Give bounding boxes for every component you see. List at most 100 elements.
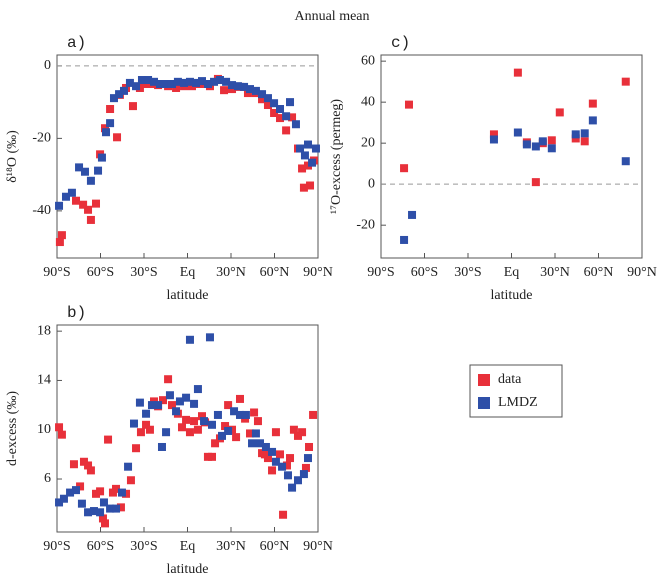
- marker: [308, 158, 317, 167]
- marker: [79, 457, 88, 466]
- marker: [235, 410, 244, 419]
- marker: [145, 425, 154, 434]
- marker: [228, 81, 237, 90]
- marker: [303, 161, 312, 170]
- marker: [198, 77, 206, 86]
- marker: [113, 133, 122, 142]
- marker: [251, 429, 260, 438]
- marker: [75, 163, 84, 172]
- marker: [117, 488, 126, 497]
- x-axis-label: latitude: [491, 288, 533, 303]
- marker: [222, 77, 231, 86]
- marker: [167, 80, 176, 88]
- marker: [76, 482, 85, 491]
- marker: [98, 514, 107, 523]
- marker: [119, 86, 128, 95]
- x-tick-label: 90°N: [627, 265, 657, 280]
- marker: [205, 333, 214, 342]
- marker: [271, 457, 280, 466]
- legend-label: data: [498, 372, 522, 387]
- marker: [230, 407, 239, 416]
- marker: [137, 76, 146, 85]
- marker: [296, 144, 305, 153]
- marker: [106, 119, 115, 128]
- marker: [250, 408, 259, 417]
- marker: [279, 510, 288, 519]
- marker: [306, 181, 315, 190]
- marker: [278, 462, 287, 471]
- marker: [55, 201, 64, 210]
- marker: [621, 77, 630, 86]
- marker: [282, 126, 291, 135]
- marker: [185, 77, 194, 86]
- panel-label: c): [391, 34, 410, 52]
- marker: [162, 428, 171, 437]
- y-axis-label: ¹⁷O-excess (permeg): [329, 99, 344, 215]
- marker: [200, 417, 209, 426]
- marker: [286, 98, 295, 107]
- marker: [167, 401, 176, 410]
- marker: [303, 454, 312, 463]
- marker: [175, 397, 184, 406]
- marker: [489, 130, 498, 139]
- marker: [283, 471, 292, 480]
- marker: [115, 90, 124, 99]
- marker: [128, 102, 137, 111]
- x-tick-label: 90°N: [303, 539, 333, 554]
- marker: [177, 423, 186, 432]
- x-tick-label: Eq: [180, 265, 196, 280]
- marker: [69, 460, 78, 469]
- y-tick-label: -40: [32, 203, 51, 218]
- x-tick-label: 30°N: [216, 265, 246, 280]
- marker: [213, 410, 222, 419]
- marker: [67, 188, 76, 197]
- marker: [211, 439, 220, 448]
- marker: [303, 140, 312, 149]
- marker: [580, 137, 589, 146]
- marker: [276, 450, 285, 459]
- marker: [221, 422, 230, 431]
- marker: [258, 95, 267, 104]
- marker: [271, 428, 280, 437]
- marker: [122, 489, 131, 498]
- marker: [408, 210, 417, 219]
- x-tick-label: 30°S: [130, 265, 157, 280]
- marker: [125, 78, 134, 87]
- marker: [241, 410, 250, 419]
- marker: [268, 447, 277, 456]
- marker: [248, 439, 257, 448]
- x-tick-label: Eq: [180, 539, 196, 554]
- marker: [210, 77, 219, 86]
- marker: [301, 463, 310, 472]
- x-tick-label: 30°S: [454, 265, 481, 280]
- marker: [299, 183, 308, 192]
- marker: [400, 235, 409, 244]
- x-tick-label: 30°S: [130, 539, 157, 554]
- marker: [94, 166, 103, 175]
- marker: [135, 398, 144, 407]
- marker: [240, 82, 249, 91]
- marker: [86, 466, 95, 475]
- marker: [172, 407, 181, 416]
- marker: [193, 385, 202, 394]
- panel-label: b): [67, 304, 86, 322]
- marker: [404, 100, 413, 109]
- marker: [55, 498, 64, 507]
- x-tick-label: 30°N: [216, 539, 246, 554]
- marker: [513, 128, 522, 137]
- marker: [112, 504, 121, 513]
- y-tick-label: 0: [368, 176, 375, 191]
- marker: [224, 426, 233, 435]
- x-tick-label: 90°N: [303, 265, 333, 280]
- x-tick-label: 60°N: [260, 265, 290, 280]
- marker: [311, 144, 320, 153]
- legend-swatch: [478, 374, 490, 386]
- marker: [220, 86, 229, 95]
- marker: [215, 76, 224, 85]
- marker: [77, 499, 86, 508]
- marker: [59, 494, 68, 503]
- marker: [162, 80, 171, 88]
- marker: [173, 77, 182, 86]
- marker: [282, 461, 291, 470]
- marker: [245, 429, 254, 438]
